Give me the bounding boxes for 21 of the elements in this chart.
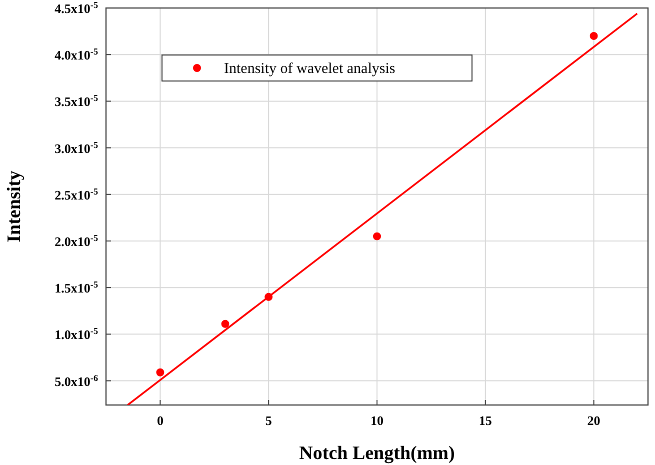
x-tick-label: 20 [587,413,600,428]
x-axis-title: Notch Length(mm) [299,443,455,464]
y-tick-label: 3.5x10$^{-5}$ [54,93,98,110]
x-tick-label: 5 [265,413,272,428]
y-tick-label: 2.5x10$^{-5}$ [54,186,98,202]
x-tick-label: 10 [370,413,384,428]
point [590,32,598,40]
y-tick-label: 4.5x10$^{-5}$ [54,0,98,16]
y-tick-label: 2.0x10$^{-5}$ [54,232,98,249]
x-tick-label: 0 [156,413,164,428]
point [221,320,230,328]
y-tick-label: 5.0x10$^{-6}$ [54,372,98,389]
y-tick-label: 3.0x10$^{-5}$ [54,140,98,156]
y-tick-label: 4.0x10$^{-5}$ [54,46,98,63]
point [156,368,164,376]
y-tick-label: 1.5x10$^{-5}$ [54,280,98,296]
y-tick-label: 1.0x10$^{-5}$ [54,326,98,342]
y-axis-title: Intensity [4,170,25,242]
point [373,232,381,240]
x-tick-label: 15 [478,413,492,428]
legend-label: Intensity of wavelet analysis [224,61,396,77]
